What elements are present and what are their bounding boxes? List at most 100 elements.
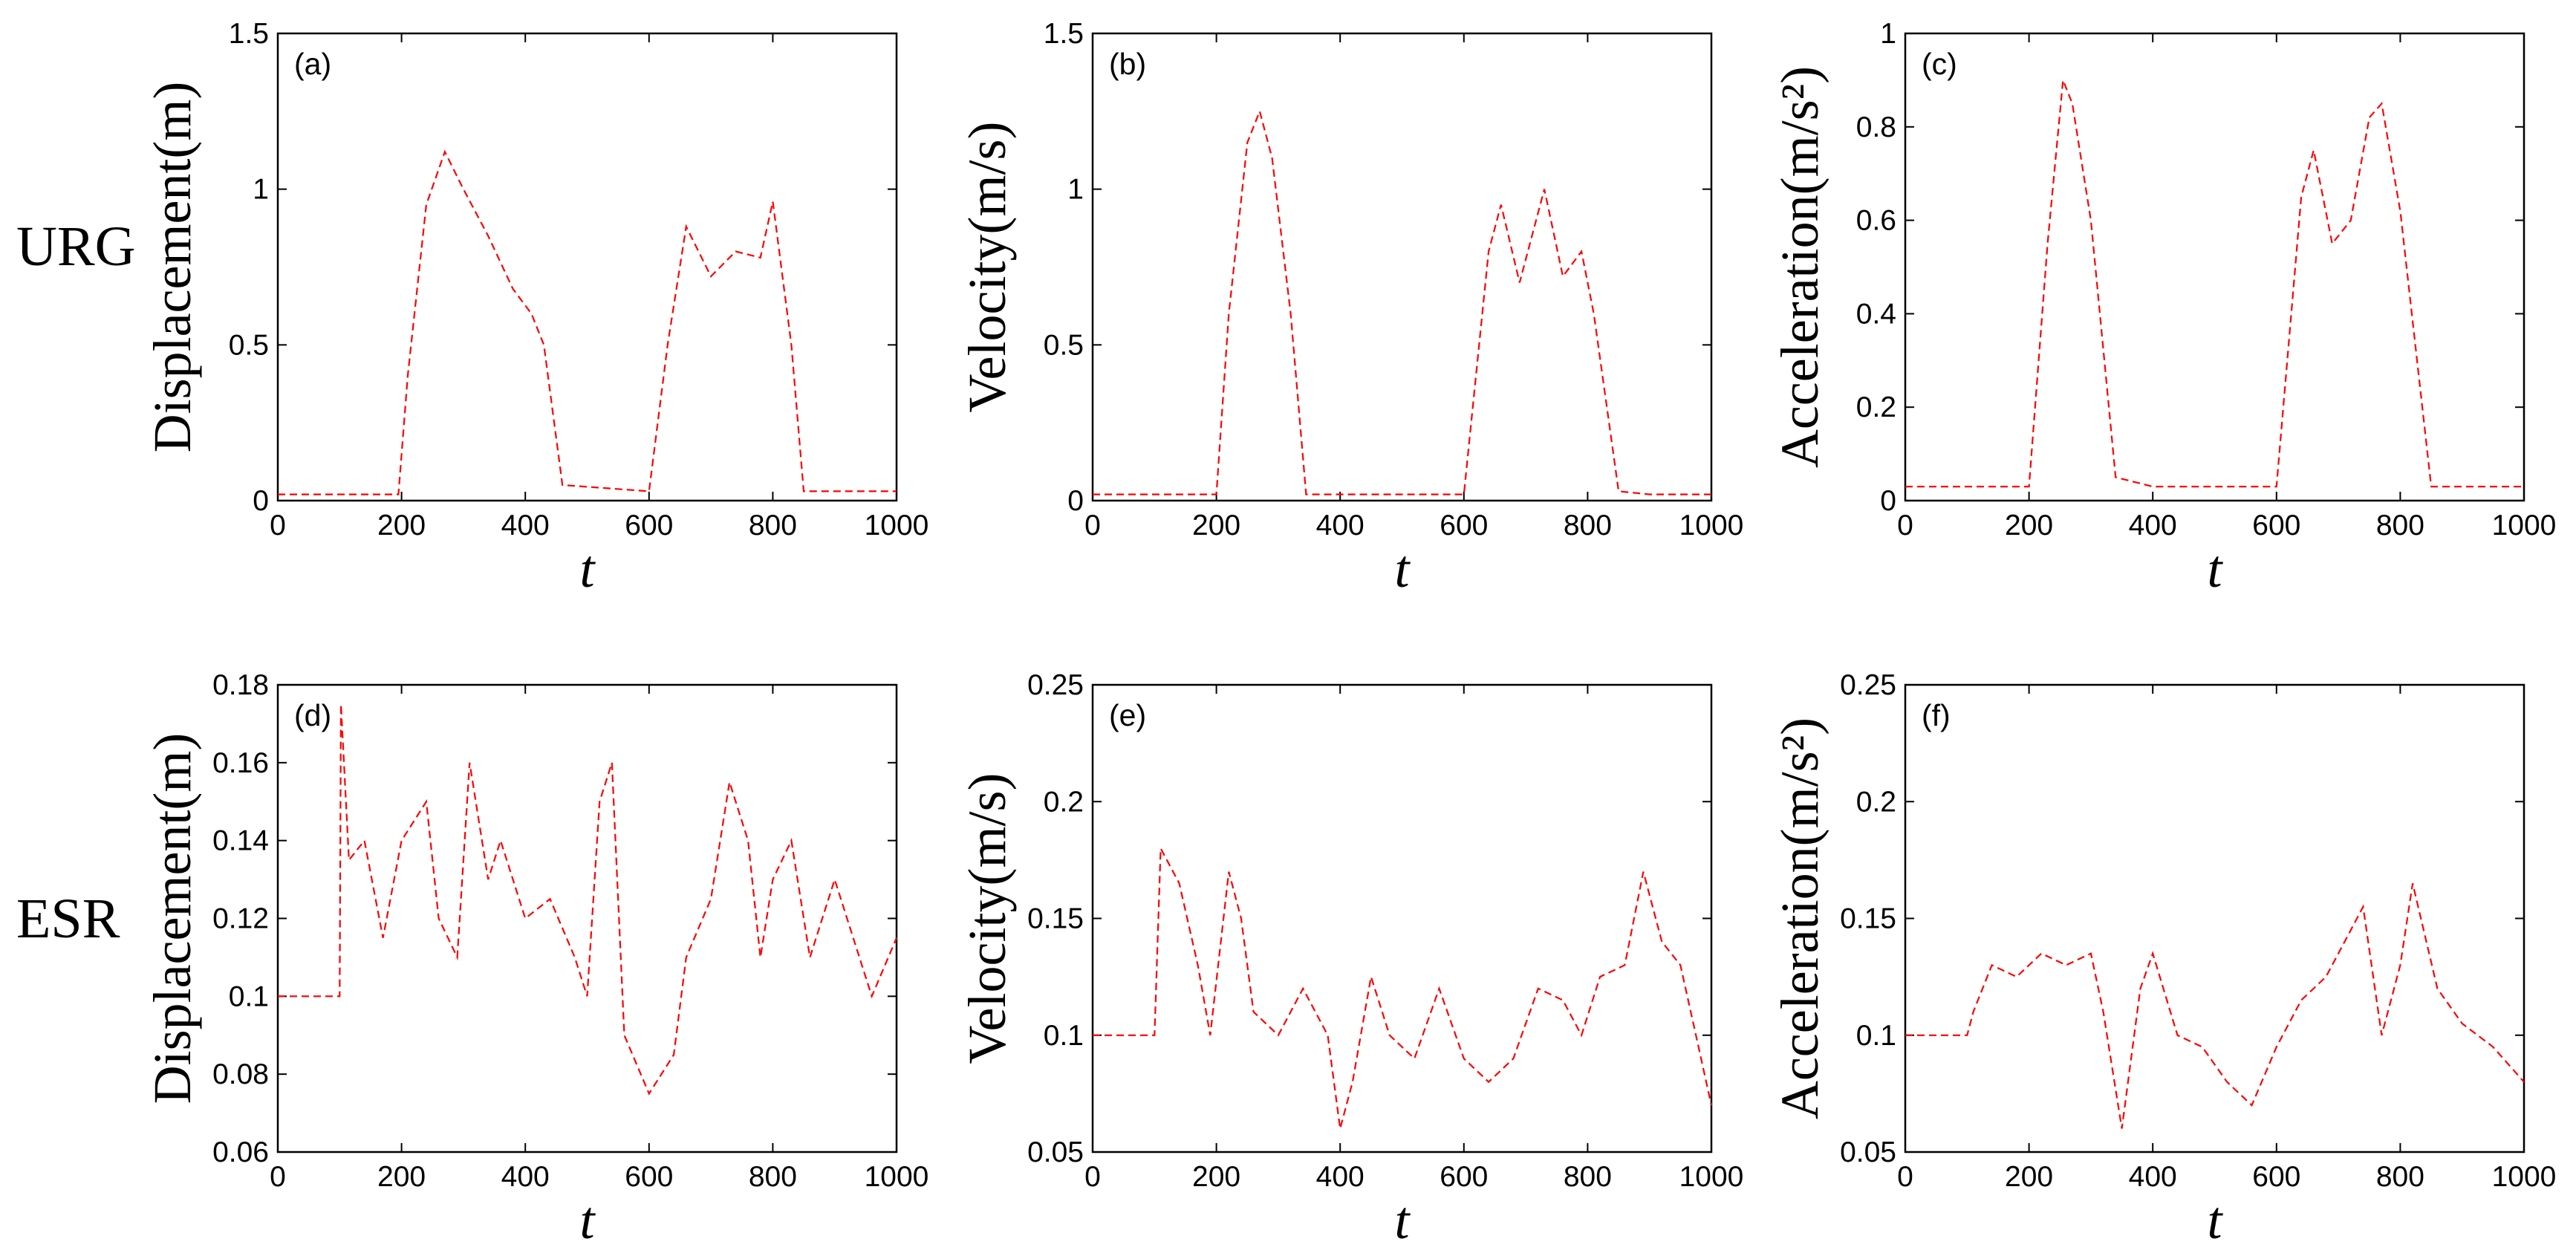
axes-frame-e <box>1091 683 1713 1153</box>
x-tick-label-a: 200 <box>377 510 426 541</box>
y-axis-label-b: Velocity(m/s) <box>957 122 1017 413</box>
x-tick-label-f: 800 <box>2376 1161 2424 1193</box>
axes-frame-b <box>1091 32 1713 502</box>
panel-label-d: (d) <box>294 698 331 732</box>
x-tick-label-c: 1000 <box>2492 510 2557 541</box>
y-tick-label-e: 0.15 <box>1027 903 1084 935</box>
y-tick-label-c: 0 <box>1880 485 1896 517</box>
x-tick-label-b: 400 <box>1316 510 1365 541</box>
x-tick-label-d: 1000 <box>865 1161 929 1193</box>
x-tick-label-a: 600 <box>625 510 673 541</box>
x-tick-label-d: 400 <box>501 1161 550 1193</box>
y-axis-label-e: Velocity(m/s) <box>957 773 1017 1064</box>
y-tick-label-d: 0.14 <box>212 825 269 857</box>
x-tick-label-d: 0 <box>270 1161 286 1193</box>
x-tick-label-f: 0 <box>1897 1161 1913 1193</box>
y-tick-label-d: 0.1 <box>229 980 269 1012</box>
axes-frame-c <box>1904 32 2525 502</box>
y-axis-label-a: Displacement(m) <box>143 82 202 453</box>
y-tick-label-f: 0.1 <box>1856 1020 1896 1052</box>
y-tick-label-b: 0 <box>1067 485 1084 517</box>
panel-label-b: (b) <box>1109 47 1146 81</box>
x-tick-label-f: 400 <box>2129 1161 2177 1193</box>
x-tick-label-a: 0 <box>270 510 286 541</box>
x-tick-label-e: 1000 <box>1679 1161 1744 1193</box>
x-tick-label-c: 600 <box>2252 510 2300 541</box>
y-tick-label-f: 0.05 <box>1840 1136 1896 1168</box>
x-tick-label-e: 200 <box>1192 1161 1240 1193</box>
y-tick-label-b: 1 <box>1067 174 1084 206</box>
panel-label-e: (e) <box>1109 698 1146 732</box>
panel-label-f: (f) <box>1922 698 1951 732</box>
y-tick-label-d: 0.18 <box>212 669 269 701</box>
y-tick-label-e: 0.1 <box>1044 1020 1084 1052</box>
x-tick-label-b: 200 <box>1192 510 1240 541</box>
x-axis-label-a: t <box>579 539 596 599</box>
y-tick-label-a: 1 <box>253 174 269 206</box>
series-line-f-0 <box>1905 883 2525 1129</box>
panel-label-c: (c) <box>1922 47 1957 81</box>
x-tick-label-c: 400 <box>2129 510 2177 541</box>
x-tick-label-b: 0 <box>1084 510 1101 541</box>
y-tick-label-b: 1.5 <box>1044 18 1084 50</box>
x-tick-label-d: 200 <box>377 1161 426 1193</box>
x-tick-label-a: 1000 <box>865 510 929 541</box>
y-tick-label-a: 0 <box>253 485 269 517</box>
x-tick-label-d: 600 <box>625 1161 673 1193</box>
x-tick-label-f: 200 <box>2005 1161 2053 1193</box>
axes-frame-a <box>276 32 898 502</box>
x-axis-label-f: t <box>2207 1191 2223 1250</box>
axes-frame-d <box>276 683 898 1153</box>
y-tick-label-c: 0.4 <box>1856 298 1896 330</box>
x-axis-label-b: t <box>1394 539 1411 599</box>
y-tick-label-f: 0.25 <box>1840 669 1896 701</box>
axes-frame-f <box>1904 683 2525 1153</box>
x-tick-label-e: 0 <box>1084 1161 1101 1193</box>
x-axis-label-e: t <box>1394 1191 1411 1250</box>
y-axis-label-f: Acceleration(m/s²) <box>1770 718 1829 1119</box>
row-label-urg: URG <box>16 215 135 278</box>
y-tick-label-c: 1 <box>1880 18 1896 50</box>
y-tick-label-a: 1.5 <box>229 18 269 50</box>
y-axis-label-c: Acceleration(m/s²) <box>1770 66 1829 468</box>
row-label-esr: ESR <box>16 888 120 950</box>
series-line-d-0 <box>278 704 898 1096</box>
y-tick-label-c: 0.6 <box>1856 205 1896 237</box>
x-tick-label-e: 800 <box>1564 1161 1612 1193</box>
y-tick-label-b: 0.5 <box>1044 329 1084 361</box>
y-tick-label-f: 0.15 <box>1840 903 1896 935</box>
x-tick-label-f: 1000 <box>2492 1161 2557 1193</box>
x-tick-label-b: 800 <box>1564 510 1612 541</box>
x-tick-label-c: 200 <box>2005 510 2053 541</box>
x-axis-label-c: t <box>2207 539 2223 599</box>
series-line-a-0 <box>278 149 897 495</box>
x-tick-label-a: 400 <box>501 510 550 541</box>
x-tick-label-b: 1000 <box>1679 510 1744 541</box>
panel-label-a: (a) <box>294 47 331 81</box>
y-tick-label-e: 0.05 <box>1027 1136 1084 1168</box>
series-line-b-0 <box>1093 108 1711 495</box>
x-tick-label-d: 800 <box>749 1161 797 1193</box>
x-tick-label-b: 600 <box>1440 510 1488 541</box>
x-tick-label-c: 800 <box>2376 510 2424 541</box>
y-tick-label-d: 0.16 <box>212 747 269 779</box>
series-line-c-0 <box>1905 79 2524 488</box>
y-tick-label-e: 0.2 <box>1044 786 1084 818</box>
x-tick-label-a: 800 <box>749 510 797 541</box>
x-tick-label-c: 0 <box>1897 510 1913 541</box>
y-tick-label-d: 0.08 <box>212 1058 269 1090</box>
y-tick-label-f: 0.2 <box>1856 786 1896 818</box>
y-tick-label-d: 0.12 <box>212 903 269 935</box>
x-axis-label-d: t <box>579 1191 596 1250</box>
y-axis-label-d: Displacement(m) <box>143 733 202 1104</box>
x-tick-label-e: 600 <box>1440 1161 1488 1193</box>
series-line-e-0 <box>1093 845 1713 1129</box>
x-tick-label-e: 400 <box>1316 1161 1365 1193</box>
y-tick-label-c: 0.8 <box>1856 111 1896 143</box>
y-tick-label-d: 0.06 <box>212 1136 269 1168</box>
y-tick-label-c: 0.2 <box>1856 391 1896 423</box>
y-tick-label-e: 0.25 <box>1027 669 1084 701</box>
y-tick-label-a: 0.5 <box>229 329 269 361</box>
x-tick-label-f: 600 <box>2252 1161 2300 1193</box>
